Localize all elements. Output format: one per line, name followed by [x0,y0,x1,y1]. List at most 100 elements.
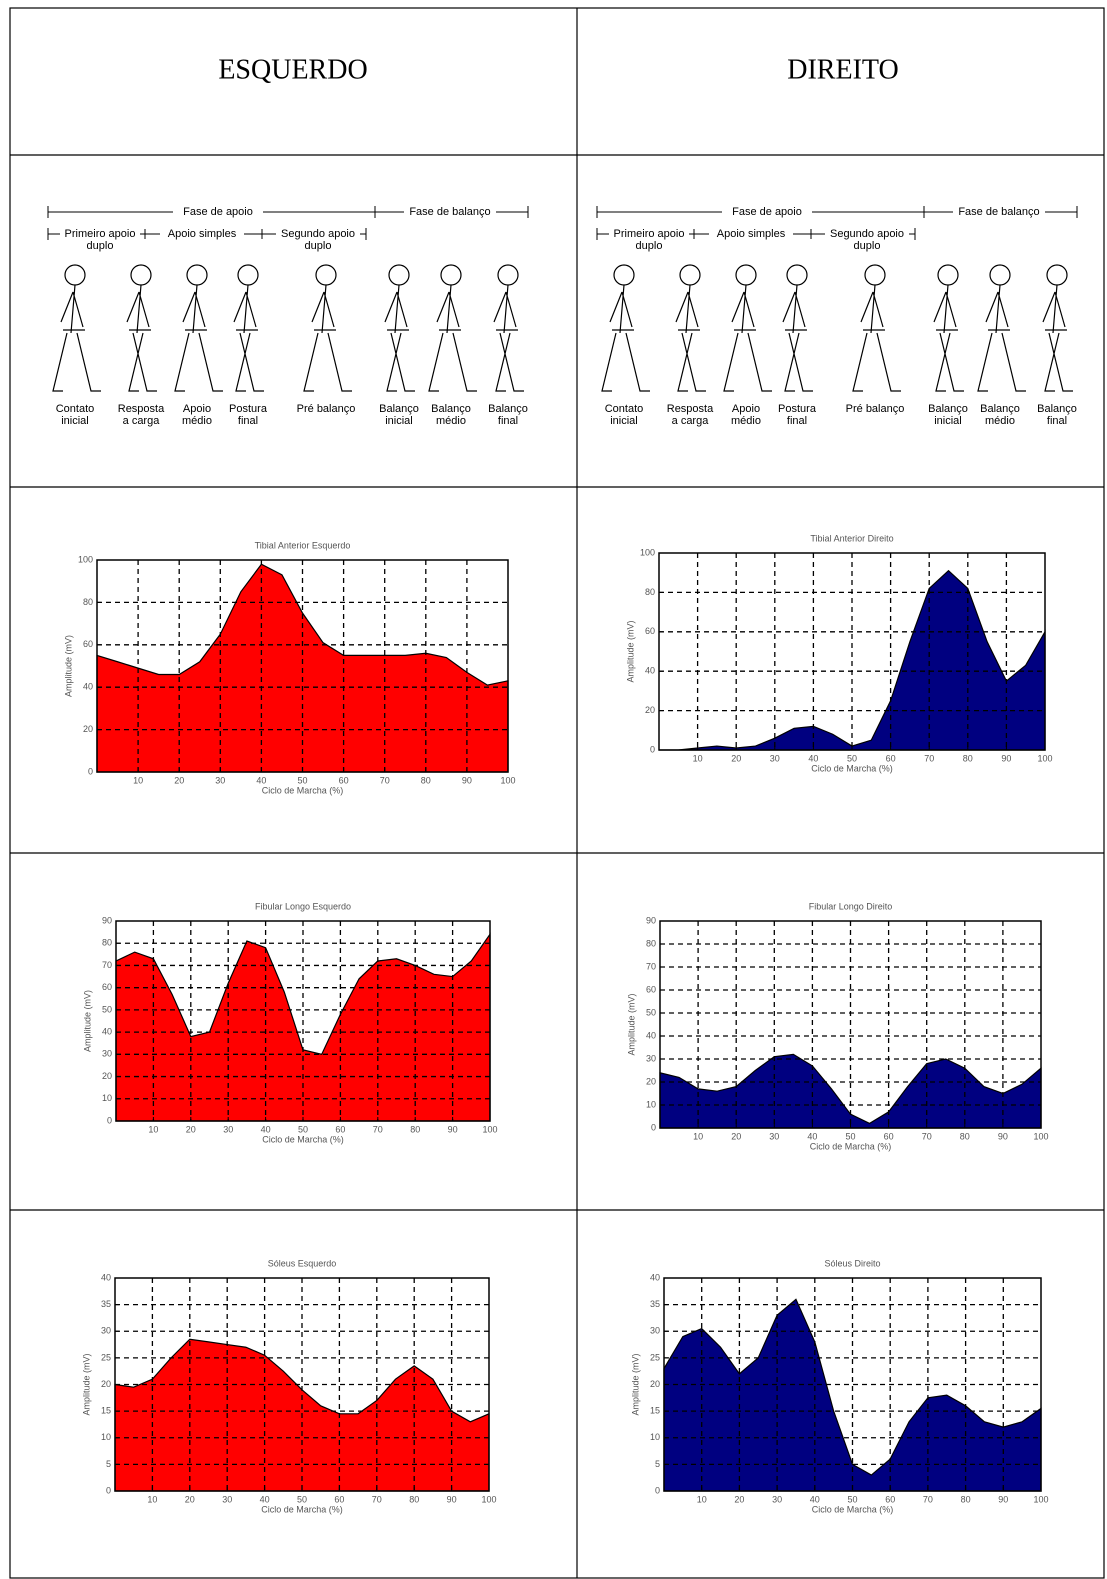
y-tick-label: 60 [645,626,655,636]
x-tick-label: 80 [961,1494,971,1504]
walking-figure [234,265,264,391]
x-tick-label: 50 [297,1494,307,1504]
figure-legs [53,330,101,391]
figure-head [238,265,258,285]
figure-legs [724,330,772,391]
y-tick-label: 0 [650,744,655,754]
figure-body [861,285,883,333]
x-tick-label: 40 [807,1131,817,1141]
x-tick-label: 90 [448,1124,458,1134]
x-tick-label: 70 [924,753,934,763]
walking-figure [175,265,223,391]
x-tick-label: 10 [693,753,703,763]
chart: Sóleus Esquerdo0510152025303540102030405… [81,1258,496,1514]
chart: Tibial Anterior Esquerdo0204060801001020… [63,540,515,795]
x-tick-label: 80 [421,775,431,785]
event-label: Pré balanço [286,403,366,415]
figure-body [494,285,516,333]
walking-figure [53,265,101,391]
y-tick-label: 60 [102,982,112,992]
y-tick-label: 60 [83,639,93,649]
subphase-label: Apoio simples [160,228,244,240]
y-tick-label: 70 [102,960,112,970]
y-tick-label: 15 [101,1406,111,1416]
walking-figure [724,265,772,391]
walking-figure [853,265,901,391]
x-tick-label: 20 [734,1494,744,1504]
y-tick-label: 0 [88,766,93,776]
y-tick-label: 5 [655,1459,660,1469]
x-tick-label: 60 [339,775,349,785]
event-label: Balanço médio [978,403,1023,427]
x-tick-label: 50 [297,775,307,785]
column-header: ESQUERDO [218,54,367,85]
figure-body [127,285,149,333]
y-tick-label: 50 [102,1004,112,1014]
x-tick-label: 100 [500,775,515,785]
x-axis-label: Ciclo de Marcha (%) [811,763,893,773]
column-header: DIREITO [787,54,898,85]
y-tick-label: 0 [107,1115,112,1125]
y-tick-label: 30 [650,1326,660,1336]
figure-legs [175,330,223,391]
subphase-label: Segundo apoio duplo [825,228,909,252]
figure-head [680,265,700,285]
x-axis-label: Ciclo de Marcha (%) [261,1504,343,1514]
x-tick-label: 80 [410,1124,420,1134]
figure-legs [936,330,964,391]
figure-legs [1045,330,1073,391]
y-tick-label: 5 [106,1459,111,1469]
x-tick-label: 60 [886,753,896,763]
y-tick-label: 90 [102,915,112,925]
chart-title: Tibial Anterior Direito [810,533,893,543]
x-tick-label: 50 [847,1494,857,1504]
y-tick-label: 20 [102,1071,112,1081]
chart-title: Fibular Longo Direito [809,901,893,911]
x-tick-label: 30 [222,1494,232,1504]
x-tick-label: 60 [335,1124,345,1134]
chart: Sóleus Direito05101520253035401020304050… [630,1258,1048,1514]
x-tick-label: 100 [481,1494,496,1504]
chart-title: Sóleus Esquerdo [268,1258,337,1268]
figure-body [732,285,754,333]
y-tick-label: 30 [102,1049,112,1059]
y-tick-label: 35 [101,1299,111,1309]
x-tick-label: 100 [1033,1494,1048,1504]
x-tick-label: 30 [215,775,225,785]
event-label: Balanço inicial [377,403,422,427]
x-tick-label: 10 [697,1494,707,1504]
walking-figure [494,265,524,391]
walking-figure [304,265,352,391]
figure-head [614,265,634,285]
walking-figure [429,265,477,391]
x-tick-label: 40 [810,1494,820,1504]
y-tick-label: 10 [102,1093,112,1103]
y-tick-label: 35 [650,1299,660,1309]
y-tick-label: 50 [646,1007,656,1017]
x-tick-label: 20 [186,1124,196,1134]
figure-head [498,265,518,285]
area [659,571,1045,750]
figure-head [441,265,461,285]
y-tick-label: 20 [83,724,93,734]
y-tick-label: 20 [650,1379,660,1389]
x-tick-label: 90 [998,1494,1008,1504]
x-tick-label: 20 [731,753,741,763]
figure-head [389,265,409,285]
figure-body [934,285,956,333]
x-tick-label: 60 [885,1494,895,1504]
figure-body [183,285,205,333]
y-tick-label: 0 [106,1485,111,1495]
y-tick-label: 30 [646,1053,656,1063]
x-tick-label: 30 [223,1124,233,1134]
event-label: Apoio médio [177,403,217,427]
x-tick-label: 30 [769,1131,779,1141]
walking-figure [127,265,157,391]
chart: Fibular Longo Esquerdo010203040506070809… [82,901,497,1144]
x-tick-label: 40 [808,753,818,763]
phase-cross [806,229,816,239]
y-tick-label: 15 [650,1406,660,1416]
x-tick-label: 40 [261,1124,271,1134]
x-tick-label: 80 [960,1131,970,1141]
